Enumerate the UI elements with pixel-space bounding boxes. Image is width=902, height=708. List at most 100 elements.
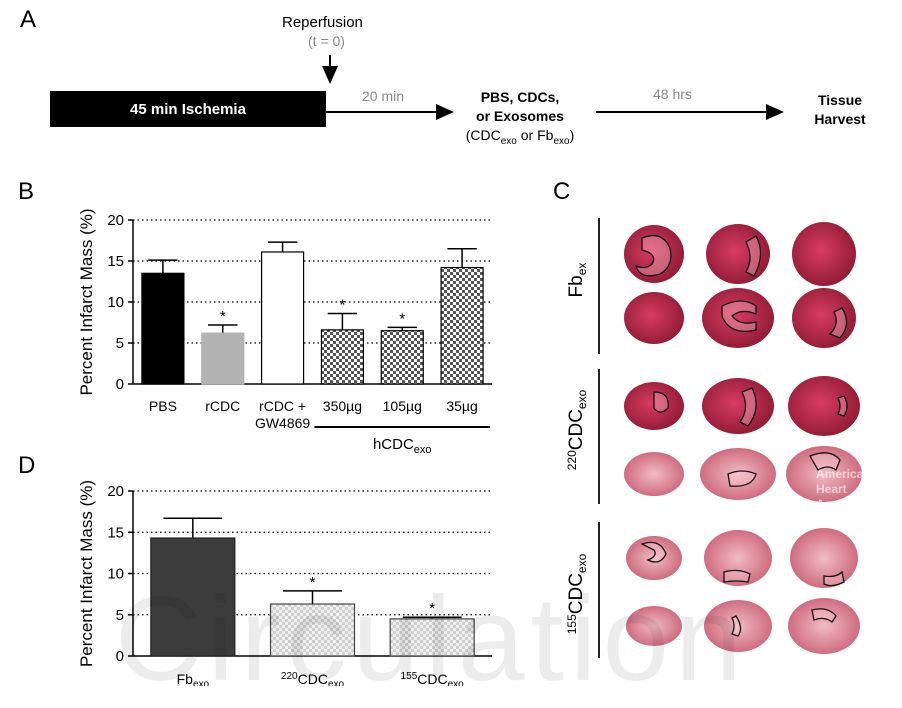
x-tick-label: 35µg xyxy=(446,398,477,414)
infarct-outline xyxy=(811,608,837,623)
significance-star: * xyxy=(399,310,405,327)
treatment-line-3-sub1: exo xyxy=(500,135,517,147)
bar xyxy=(260,251,305,385)
tissue-slice xyxy=(626,606,682,646)
tissue-slice xyxy=(624,452,684,496)
infarct-outline xyxy=(809,452,841,472)
significance-star: * xyxy=(220,308,226,325)
infarct-outline xyxy=(828,307,848,339)
bar xyxy=(380,330,424,385)
x-tick-label: Fbexo xyxy=(177,671,210,686)
tissue-group-label: 220CDCexo xyxy=(565,389,589,470)
tissue-slice xyxy=(700,448,776,500)
t0-label: (t = 0) xyxy=(308,33,345,49)
tissue-slice xyxy=(624,225,684,283)
tissue-panel: Fbex 220CDCexo 155CDCexo AmericanHeartAssoc… xyxy=(565,218,884,658)
y-axis-label: Percent Infarct Mass (%) xyxy=(77,480,96,667)
bar xyxy=(201,332,245,385)
harvest-label: Tissue Harvest xyxy=(800,91,880,129)
x-tick-label: 155CDCexo xyxy=(401,671,465,686)
chart-b: 0 5 10 15 20 Percent Infarct Mass (%) * * * PBS rC… xyxy=(77,208,492,456)
bar xyxy=(150,537,236,657)
infarct-outline xyxy=(823,570,845,587)
treatment-line-3-b: or Fb xyxy=(516,127,554,143)
ischemia-bar: 45 min Ischemia xyxy=(50,91,326,127)
tissue-slice xyxy=(706,224,770,284)
bar xyxy=(320,329,365,385)
timeline-arrows xyxy=(322,55,784,120)
treatment-line-3-c: ) xyxy=(569,127,575,143)
x-tick-label: 350µg xyxy=(323,398,362,414)
panel-c-letter: C xyxy=(553,178,571,205)
y-tick-label: 15 xyxy=(107,253,124,270)
x-tick-label: rCDC xyxy=(205,398,240,414)
tissue-slice xyxy=(624,292,684,344)
harvest-line-2: Harvest xyxy=(814,111,866,127)
treatment-line-2: or Exosomes xyxy=(476,108,564,124)
tissue-slice xyxy=(792,288,856,348)
y-axis-label: Percent Infarct Mass (%) xyxy=(77,208,96,395)
y-tick-label: 10 xyxy=(107,294,124,311)
tissue-slice xyxy=(626,536,682,580)
infarct-outline xyxy=(739,387,757,427)
y-tick-label: 0 xyxy=(116,648,124,665)
ischemia-label: 45 min Ischemia xyxy=(130,100,246,118)
x-tick-label: GW4869 xyxy=(255,415,310,431)
bar xyxy=(389,618,475,657)
treatment-line-3-sub2: exo xyxy=(553,135,570,147)
x-tick-label: rCDC + xyxy=(259,398,306,414)
infarct-outline xyxy=(727,470,757,487)
infarct-outline xyxy=(837,395,848,417)
reperfusion-label: Reperfusion xyxy=(282,14,363,31)
chart-d: 0 5 10 15 20 Percent Infarct Mass (%) * * Fbexo 2… xyxy=(77,480,492,686)
infarct-outline xyxy=(731,615,742,637)
aha-watermark-text: American xyxy=(816,467,871,481)
bar xyxy=(269,603,356,657)
infarct-outline xyxy=(653,391,669,413)
y-tick-label: 15 xyxy=(107,524,124,541)
significance-star: * xyxy=(310,574,316,591)
circulation-watermark: Circulation xyxy=(115,572,748,706)
treatment-line-3: (CDCexo or Fbexo) xyxy=(455,126,585,151)
treatment-line-3-a: (CDC xyxy=(465,127,501,143)
treatment-label: PBS, CDCs, or Exosomes (CDCexo or Fbexo) xyxy=(455,88,585,151)
tissue-slice xyxy=(788,376,860,436)
aha-watermark-text: Heart xyxy=(816,482,847,496)
tissue-slice xyxy=(704,600,772,652)
tissue-group-label: 155CDCexo xyxy=(565,553,589,634)
tissue-slice xyxy=(786,446,862,502)
tissue-group-label: Fbex xyxy=(566,263,589,298)
harvest-line-1: Tissue xyxy=(817,92,863,108)
x-tick-label: 220CDCexo xyxy=(281,671,345,686)
infarct-outline xyxy=(745,235,762,277)
infarct-outline xyxy=(635,234,672,277)
bar xyxy=(141,272,185,385)
x-tick-label: PBS xyxy=(149,398,177,414)
panel-b-letter: B xyxy=(18,178,35,205)
significance-star: * xyxy=(339,296,345,313)
infarct-outline xyxy=(721,300,757,333)
tissue-slice xyxy=(702,288,774,348)
infarct-outline xyxy=(723,569,751,583)
aha-watermark-text: Association xyxy=(816,497,884,511)
y-tick-label: 20 xyxy=(107,483,124,500)
interval-48hrs: 48 hrs xyxy=(653,86,692,102)
treatment-line-1: PBS, CDCs, xyxy=(480,89,560,105)
tissue-slice xyxy=(792,222,856,286)
bar xyxy=(440,266,484,385)
y-tick-label: 5 xyxy=(116,607,124,624)
infarct-outline xyxy=(640,541,667,563)
tissue-slice xyxy=(704,530,772,586)
significance-star: * xyxy=(429,600,435,617)
y-tick-label: 20 xyxy=(107,212,124,229)
tissue-slice xyxy=(788,598,860,654)
y-tick-label: 10 xyxy=(107,566,124,583)
interval-20min: 20 min xyxy=(362,88,405,104)
tissue-slice xyxy=(702,378,774,434)
x-tick-label: 105µg xyxy=(383,398,422,414)
y-tick-label: 5 xyxy=(116,335,124,352)
panel-a-letter: A xyxy=(20,6,37,33)
panel-d-letter: D xyxy=(18,452,36,479)
y-tick-label: 0 xyxy=(116,376,124,393)
group-label: hCDCexo xyxy=(373,436,432,456)
